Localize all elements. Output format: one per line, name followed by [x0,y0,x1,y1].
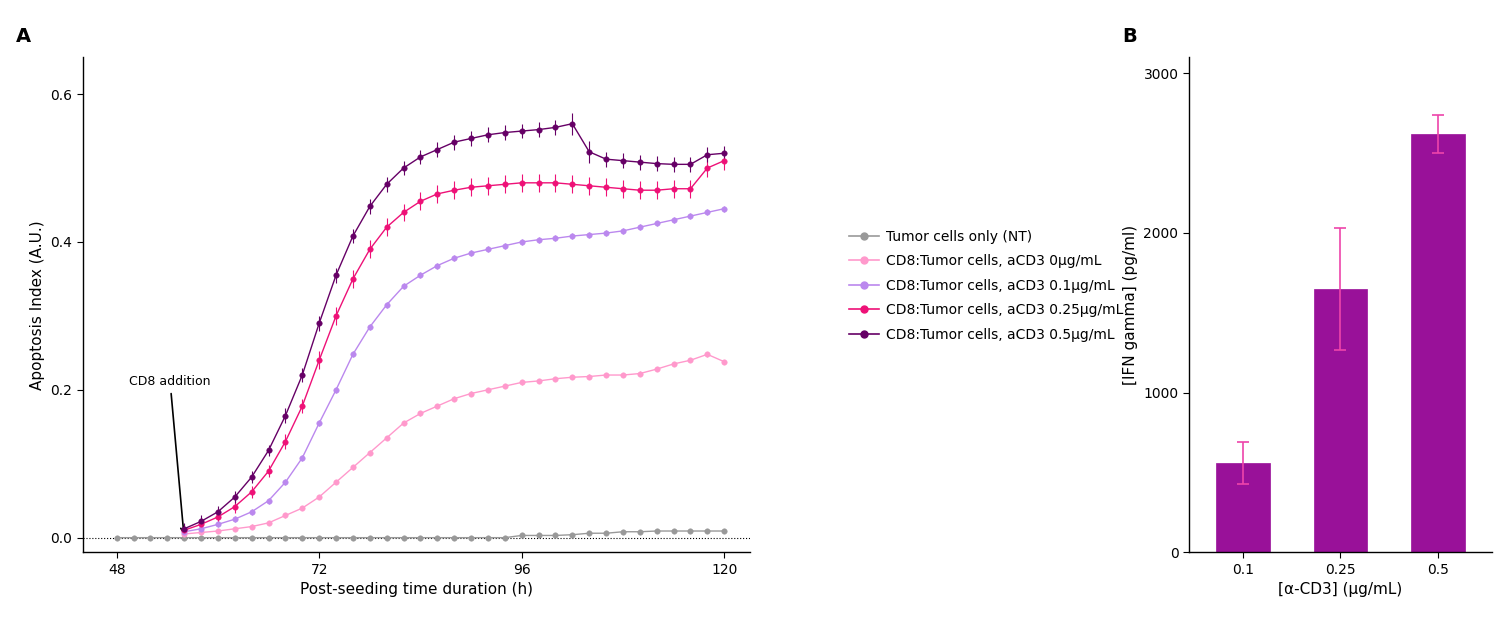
Legend: Tumor cells only (NT), CD8:Tumor cells, aCD3 0µg/mL, CD8:Tumor cells, aCD3 0.1µg: Tumor cells only (NT), CD8:Tumor cells, … [844,224,1129,347]
Text: CD8 addition: CD8 addition [130,375,211,533]
Text: A: A [17,27,32,46]
X-axis label: [α-CD3] (µg/mL): [α-CD3] (µg/mL) [1278,582,1403,598]
X-axis label: Post-seeding time duration (h): Post-seeding time duration (h) [300,582,532,598]
Text: B: B [1123,27,1136,46]
Bar [1216,463,1269,552]
Y-axis label: [IFN gamma] (pg/ml): [IFN gamma] (pg/ml) [1123,225,1138,385]
Bar [1411,134,1465,552]
Bar [1314,289,1367,552]
Y-axis label: Apoptosis Index (A.U.): Apoptosis Index (A.U.) [30,220,45,390]
